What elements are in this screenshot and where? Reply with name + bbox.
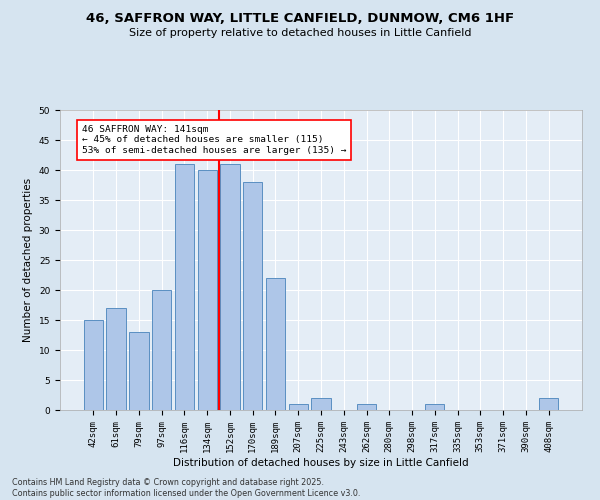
- Y-axis label: Number of detached properties: Number of detached properties: [23, 178, 33, 342]
- Bar: [311, 398, 331, 410]
- Bar: [243, 182, 262, 410]
- Bar: [106, 308, 126, 410]
- Bar: [425, 404, 445, 410]
- Bar: [84, 320, 103, 410]
- Text: 46 SAFFRON WAY: 141sqm
← 45% of detached houses are smaller (115)
53% of semi-de: 46 SAFFRON WAY: 141sqm ← 45% of detached…: [82, 125, 347, 155]
- Bar: [289, 404, 308, 410]
- Bar: [197, 170, 217, 410]
- Text: 46, SAFFRON WAY, LITTLE CANFIELD, DUNMOW, CM6 1HF: 46, SAFFRON WAY, LITTLE CANFIELD, DUNMOW…: [86, 12, 514, 26]
- Bar: [220, 164, 239, 410]
- Bar: [266, 278, 285, 410]
- Text: Size of property relative to detached houses in Little Canfield: Size of property relative to detached ho…: [129, 28, 471, 38]
- Text: Contains HM Land Registry data © Crown copyright and database right 2025.
Contai: Contains HM Land Registry data © Crown c…: [12, 478, 361, 498]
- Bar: [357, 404, 376, 410]
- Bar: [175, 164, 194, 410]
- X-axis label: Distribution of detached houses by size in Little Canfield: Distribution of detached houses by size …: [173, 458, 469, 468]
- Bar: [539, 398, 558, 410]
- Bar: [129, 332, 149, 410]
- Bar: [152, 290, 172, 410]
